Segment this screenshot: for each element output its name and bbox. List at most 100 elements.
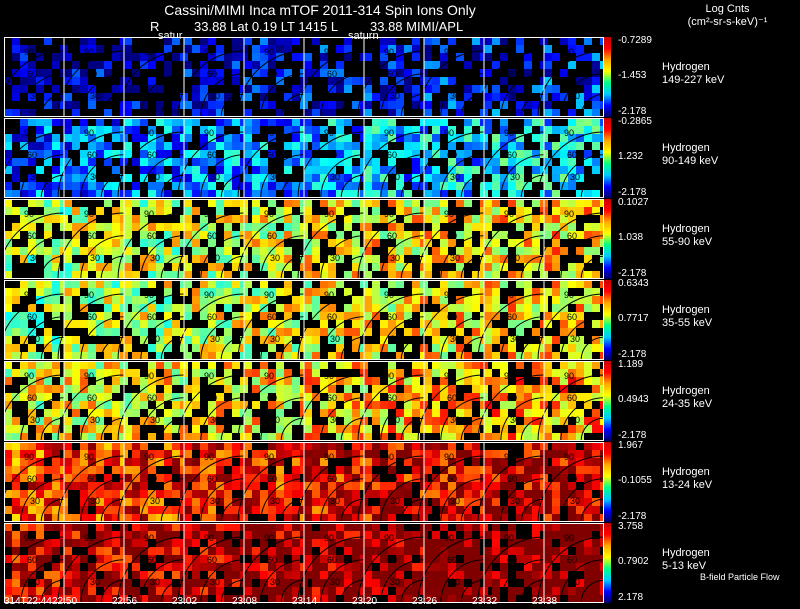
pixel-cell bbox=[244, 37, 252, 45]
pixel-cell bbox=[156, 361, 164, 369]
pixel-cell bbox=[112, 361, 120, 369]
pixel-cell bbox=[72, 271, 80, 279]
pixel-cell bbox=[192, 93, 200, 101]
pixel-cell bbox=[576, 595, 584, 603]
pixel-cell bbox=[28, 215, 36, 223]
pixel-cell bbox=[304, 587, 312, 595]
pixel-cell bbox=[600, 401, 604, 409]
pixel-cell bbox=[532, 587, 540, 595]
pixel-cell bbox=[4, 304, 12, 312]
pixel-cell bbox=[112, 296, 120, 304]
pixel-cell bbox=[96, 361, 104, 369]
pixel-cell bbox=[492, 85, 500, 93]
pixel-cell bbox=[448, 474, 456, 482]
pixel-cell bbox=[268, 312, 276, 320]
pixel-cell bbox=[80, 523, 88, 531]
pixel-cell bbox=[532, 158, 540, 166]
pixel-cell bbox=[292, 587, 300, 595]
pixel-cell bbox=[532, 85, 540, 93]
pixel-cell bbox=[448, 182, 456, 190]
pixel-cell bbox=[516, 215, 524, 223]
pixel-cell bbox=[532, 231, 540, 239]
pixel-cell bbox=[404, 458, 412, 466]
pixel-cell bbox=[44, 523, 52, 531]
pixel-cell bbox=[12, 595, 20, 603]
contour-arc bbox=[40, 93, 65, 117]
pixel-cell bbox=[276, 45, 284, 53]
pixel-cell bbox=[184, 442, 192, 450]
pixel-cell bbox=[372, 182, 380, 190]
pixel-cell bbox=[124, 126, 132, 134]
pixel-cell bbox=[328, 101, 336, 109]
time-tick-label: 23:08 bbox=[232, 596, 258, 607]
pixel-cell bbox=[216, 174, 224, 182]
pixel-cell bbox=[404, 425, 412, 433]
pixel-cell bbox=[244, 531, 252, 539]
pixel-cell bbox=[72, 417, 80, 425]
pixel-cell bbox=[88, 231, 96, 239]
pixel-cell bbox=[52, 280, 60, 288]
pixel-cell bbox=[192, 482, 200, 490]
pixel-cell bbox=[576, 555, 584, 563]
contour-arc bbox=[500, 154, 545, 198]
pixel-cell bbox=[164, 223, 172, 231]
contour-label: 60 bbox=[567, 312, 577, 322]
pixel-cell bbox=[412, 458, 420, 466]
pixel-cell bbox=[448, 158, 456, 166]
pixel-cell bbox=[20, 280, 28, 288]
pixel-cell bbox=[396, 174, 404, 182]
pixel-cell bbox=[52, 207, 60, 215]
pixel-cell bbox=[492, 450, 500, 458]
pixel-cell bbox=[64, 352, 72, 360]
pixel-cell bbox=[568, 263, 576, 271]
pixel-cell bbox=[380, 166, 388, 174]
pixel-cell bbox=[312, 563, 320, 571]
pixel-cell bbox=[184, 458, 192, 466]
contour-arc bbox=[400, 498, 425, 522]
contour-arc bbox=[220, 174, 245, 198]
pixel-cell bbox=[64, 474, 72, 482]
pixel-cell bbox=[320, 506, 328, 514]
pixel-cell bbox=[72, 77, 80, 85]
pixel-cell bbox=[4, 587, 12, 595]
pixel-cell bbox=[304, 61, 312, 69]
pixel-cell bbox=[424, 417, 432, 425]
pixel-cell bbox=[172, 377, 180, 385]
pixel-cell bbox=[592, 142, 600, 150]
pixel-cell bbox=[304, 409, 312, 417]
pixel-cell bbox=[600, 385, 604, 393]
pixel-cell bbox=[184, 539, 192, 547]
pixel-cell bbox=[312, 539, 320, 547]
pixel-cell bbox=[424, 61, 432, 69]
pixel-cell bbox=[232, 523, 240, 531]
pixel-cell bbox=[500, 417, 508, 425]
pixel-cell bbox=[448, 450, 456, 458]
pixel-cell bbox=[344, 288, 352, 296]
pixel-cell bbox=[568, 134, 576, 142]
pixel-cell bbox=[276, 498, 284, 506]
contour-label: 30 bbox=[570, 334, 580, 344]
pixel-cell bbox=[456, 344, 464, 352]
pixel-cell bbox=[96, 223, 104, 231]
pixel-cell bbox=[440, 199, 448, 207]
pixel-cell bbox=[312, 101, 320, 109]
pixel-cell bbox=[140, 53, 148, 61]
pixel-cell bbox=[396, 150, 404, 158]
pixel-cell bbox=[396, 190, 404, 198]
pixel-cell bbox=[372, 239, 380, 247]
pixel-cell bbox=[208, 231, 216, 239]
pixel-cell bbox=[352, 377, 360, 385]
pixel-cell bbox=[424, 466, 432, 474]
pixel-cell bbox=[552, 336, 560, 344]
pixel-cell bbox=[568, 126, 576, 134]
contour-arc bbox=[237, 536, 305, 603]
pixel-cell bbox=[432, 595, 440, 603]
pixel-cell bbox=[284, 304, 292, 312]
pixel-cell bbox=[44, 118, 52, 126]
pixel-cell bbox=[516, 377, 524, 385]
pixel-cell bbox=[304, 539, 312, 547]
contour-label: 90 bbox=[264, 533, 274, 543]
pixel-cell bbox=[80, 369, 88, 377]
pixel-cell bbox=[592, 409, 600, 417]
contour-label: 60 bbox=[147, 312, 157, 322]
